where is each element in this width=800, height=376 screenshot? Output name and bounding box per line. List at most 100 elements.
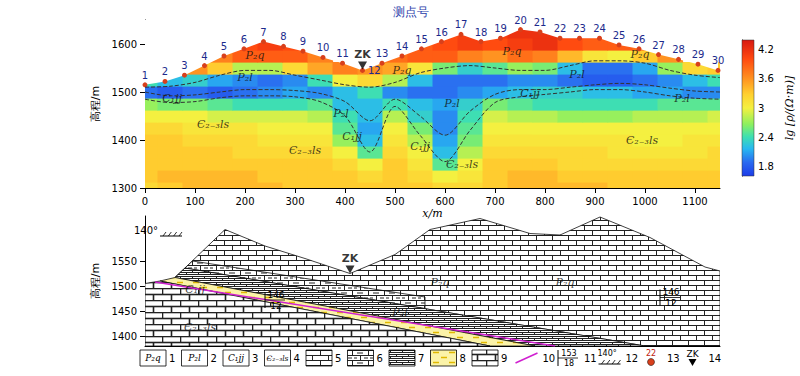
svg-text:P₂l: P₂l [332,107,349,120]
svg-text:600: 600 [435,196,454,207]
svg-text:1100: 1100 [682,196,707,207]
svg-text:P₂q: P₂q [630,48,650,61]
svg-text:2: 2 [162,66,168,77]
svg-text:11: 11 [336,48,349,59]
svg-text:Є₂₋₃ls: Є₂₋₃ls [446,158,479,171]
svg-text:100: 100 [185,196,204,207]
svg-text:x/m: x/m [422,207,442,220]
svg-text:17: 17 [455,19,468,30]
svg-text:27: 27 [652,40,665,51]
svg-text:3: 3 [758,103,764,114]
svg-text:21: 21 [534,17,547,28]
svg-text:5: 5 [221,41,227,52]
svg-text:P₂l: P₂l [673,92,690,105]
svg-text:3: 3 [181,60,187,71]
svg-text:12: 12 [270,301,281,311]
svg-text:20: 20 [514,15,527,26]
svg-text:P₂q: P₂q [392,64,412,77]
svg-text:200: 200 [235,196,254,207]
svg-text:4.2: 4.2 [758,44,774,55]
svg-text:P₂l: P₂l [236,71,253,84]
svg-text:lg [ρ/(Ω·m)]: lg [ρ/(Ω·m)] [783,75,796,140]
svg-text:C₁jj: C₁jj [342,130,362,143]
svg-text:12: 12 [368,65,381,76]
svg-text:3.6: 3.6 [758,73,774,84]
svg-text:140°: 140° [134,225,158,236]
svg-text:1500: 1500 [112,87,137,98]
svg-text:18: 18 [475,27,488,38]
svg-text:29: 29 [692,49,705,60]
svg-text:146: 146 [267,290,284,300]
svg-text:1400: 1400 [112,135,137,146]
svg-text:P₂l: P₂l [391,306,408,319]
svg-text:6: 6 [241,34,247,45]
svg-text:16: 16 [435,27,448,38]
svg-text:2.4: 2.4 [758,132,774,143]
svg-text:8: 8 [280,31,286,42]
svg-text:P₂l: P₂l [443,97,460,110]
svg-text:13: 13 [376,48,389,59]
svg-text:Є₂₋₃ls: Є₂₋₃ls [289,144,322,157]
svg-text:P₂q: P₂q [430,276,450,289]
svg-text:22: 22 [646,349,656,358]
svg-text:1550: 1550 [112,256,137,267]
svg-text:0: 0 [142,196,148,207]
svg-text:1500: 1500 [112,281,137,292]
svg-text:2: 2 [211,353,217,364]
svg-text:146: 146 [662,287,679,297]
svg-text:25: 25 [613,30,626,41]
svg-text:19: 19 [494,23,507,34]
svg-text:C₁jj: C₁jj [410,140,430,153]
svg-text:7: 7 [260,27,266,38]
svg-text:300: 300 [285,196,304,207]
svg-text:4: 4 [294,353,300,364]
svg-text:15: 15 [415,34,428,45]
svg-text:140°: 140° [598,349,617,358]
svg-text:P₂q: P₂q [555,276,575,289]
svg-text:测点号: 测点号 [393,5,429,19]
svg-text:12: 12 [665,298,676,308]
svg-text:3: 3 [252,353,258,364]
svg-text:18: 18 [564,359,574,368]
svg-text:153: 153 [561,349,576,358]
svg-text:高程/m: 高程/m [89,263,102,299]
svg-text:6: 6 [377,353,383,364]
svg-text:1600: 1600 [112,39,137,50]
svg-text:C₁jj: C₁jj [228,353,244,363]
svg-text:1450: 1450 [112,306,137,317]
svg-text:24: 24 [593,23,606,34]
svg-text:P₂q: P₂q [144,353,161,363]
svg-text:900: 900 [585,196,604,207]
svg-text:700: 700 [485,196,504,207]
svg-text:500: 500 [385,196,404,207]
svg-text:22: 22 [554,23,567,34]
svg-text:C₁jj: C₁jj [185,283,205,296]
svg-text:1.8: 1.8 [758,161,774,172]
svg-text:26: 26 [633,34,646,45]
svg-text:23: 23 [573,23,586,34]
svg-text:Є₂₋₃ls: Є₂₋₃ls [626,134,659,147]
svg-text:P₂l: P₂l [187,353,201,363]
svg-text:1400: 1400 [112,331,137,342]
svg-text:P₂l: P₂l [568,68,585,81]
svg-text:10: 10 [317,42,330,53]
svg-text:9: 9 [501,353,507,364]
svg-text:12: 12 [626,353,639,364]
svg-text:5: 5 [335,353,341,364]
svg-text:P₂q: P₂q [245,49,265,62]
svg-text:C₁jj: C₁jj [520,87,540,100]
svg-text:高程/m: 高程/m [89,86,102,122]
svg-text:P₂q: P₂q [502,45,522,58]
svg-text:11: 11 [584,353,597,364]
svg-text:400: 400 [335,196,354,207]
svg-text:1000: 1000 [632,196,657,207]
svg-text:ZK: ZK [342,252,359,265]
svg-text:ZK: ZK [686,349,699,359]
svg-text:Є₂₋₃ls: Є₂₋₃ls [184,321,217,334]
svg-text:ZK: ZK [354,48,371,61]
svg-text:30: 30 [712,55,725,66]
svg-text:Є₂₋₃ls: Є₂₋₃ls [197,118,230,131]
svg-text:Є₂₋₃ls: Є₂₋₃ls [267,354,289,363]
svg-text:7: 7 [418,353,424,364]
svg-text:800: 800 [535,196,554,207]
